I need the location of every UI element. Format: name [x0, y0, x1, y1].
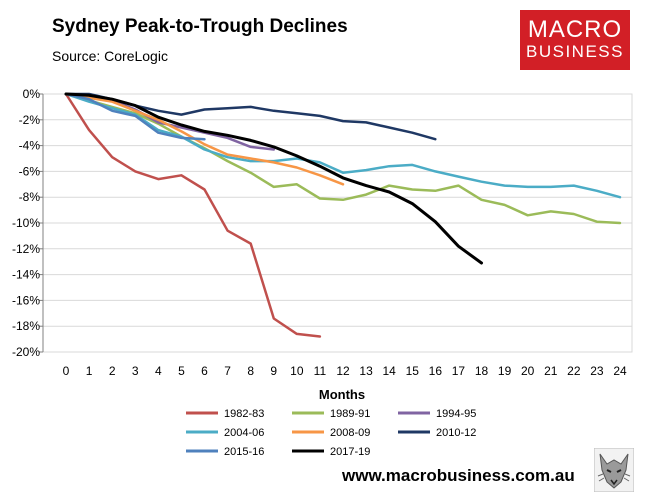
x-tick-label: 16	[429, 364, 443, 378]
x-tick-label: 18	[475, 364, 489, 378]
wolf-logo-icon	[594, 448, 634, 492]
x-axis-title: Months	[319, 387, 365, 402]
series-line-2004-06	[64, 92, 622, 199]
y-tick-label: -6%	[19, 164, 41, 178]
logo-line-2: BUSINESS	[526, 42, 624, 61]
y-tick-label: -2%	[19, 113, 41, 127]
chart-title: Sydney Peak-to-Trough Declines	[52, 16, 348, 37]
chart-source: Source: CoreLogic	[52, 48, 168, 64]
legend-label-1989-91: 1989-91	[330, 408, 370, 420]
legend-label-1982-83: 1982-83	[224, 408, 264, 420]
y-tick-label: -12%	[12, 242, 40, 256]
series-line-2008-09	[64, 92, 345, 186]
x-tick-label: 6	[201, 364, 208, 378]
y-tick-label: -4%	[19, 139, 41, 153]
macrobusiness-logo: MACRO BUSINESS	[520, 10, 630, 70]
legend-label-2017-19: 2017-19	[330, 446, 370, 458]
x-tick-label: 22	[567, 364, 581, 378]
legend-label-1994-95: 1994-95	[436, 408, 476, 420]
y-tick-label: 0%	[23, 87, 41, 101]
x-tick-label: 0	[63, 364, 70, 378]
x-tick-label: 17	[452, 364, 466, 378]
x-tick-label: 1	[86, 364, 93, 378]
x-tick-label: 23	[590, 364, 604, 378]
x-tick-label: 9	[270, 364, 277, 378]
series-line-1982-83	[64, 92, 322, 338]
y-tick-label: -18%	[12, 319, 40, 333]
legend-label-2010-12: 2010-12	[436, 427, 476, 439]
legend-label-2008-09: 2008-09	[330, 427, 370, 439]
website-url[interactable]: www.macrobusiness.com.au	[342, 466, 575, 485]
legend-label-2004-06: 2004-06	[224, 427, 264, 439]
legend-label-2015-16: 2015-16	[224, 446, 264, 458]
x-tick-label: 21	[544, 364, 558, 378]
x-tick-label: 4	[155, 364, 162, 378]
x-tick-label: 7	[224, 364, 231, 378]
x-tick-label: 11	[314, 364, 327, 378]
x-tick-label: 3	[132, 364, 139, 378]
series-line-2015-16	[64, 92, 206, 141]
y-tick-label: -8%	[19, 190, 41, 204]
x-tick-label: 8	[247, 364, 254, 378]
x-tick-label: 15	[406, 364, 420, 378]
x-tick-label: 24	[613, 364, 627, 378]
y-tick-label: -10%	[12, 216, 40, 230]
x-tick-label: 2	[109, 364, 116, 378]
logo-line-1: MACRO	[527, 16, 623, 43]
x-tick-label: 19	[498, 364, 512, 378]
x-tick-label: 14	[382, 364, 396, 378]
x-tick-label: 12	[336, 364, 350, 378]
y-tick-label: -16%	[12, 293, 40, 307]
y-tick-label: -20%	[12, 345, 40, 359]
y-tick-label: -14%	[12, 268, 40, 282]
x-tick-label: 13	[359, 364, 373, 378]
series-line-2017-19	[64, 92, 483, 265]
x-tick-label: 10	[290, 364, 304, 378]
series-line-1989-91	[64, 92, 622, 225]
x-tick-label: 5	[178, 364, 185, 378]
x-tick-label: 20	[521, 364, 535, 378]
